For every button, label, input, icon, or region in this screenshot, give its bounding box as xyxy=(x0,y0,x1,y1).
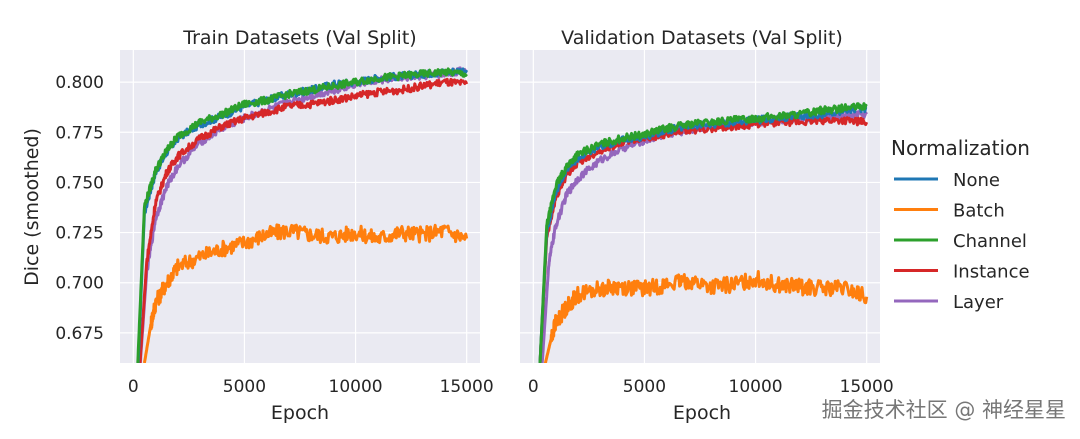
validation-xlabel: Epoch xyxy=(673,402,731,424)
x-tick-label: 5000 xyxy=(623,377,666,397)
x-tick-label: 15000 xyxy=(440,377,494,397)
validation-series xyxy=(538,102,869,363)
x-tick-label: 0 xyxy=(528,377,539,397)
train-ylabel: Dice (smoothed) xyxy=(21,128,43,286)
x-tick-label: 5000 xyxy=(223,377,266,397)
train-yticks: 0.675 0.700 0.725 0.750 0.775 0.800 xyxy=(55,73,104,344)
legend-title: Normalization xyxy=(891,136,1030,160)
legend-label-channel: Channel xyxy=(953,231,1027,252)
y-tick-label: 0.800 xyxy=(55,73,104,93)
legend-label-layer: Layer xyxy=(953,292,1004,313)
legend-label-batch: Batch xyxy=(953,201,1005,222)
series-line-batch xyxy=(543,270,869,363)
x-tick-label: 0 xyxy=(128,377,139,397)
validation-plot-area xyxy=(520,50,880,363)
series-line-instance xyxy=(138,77,469,363)
y-tick-label: 0.775 xyxy=(55,123,104,143)
y-tick-label: 0.675 xyxy=(55,324,104,344)
x-tick-label: 15000 xyxy=(840,377,894,397)
train-xlabel: Epoch xyxy=(271,402,329,424)
train-series xyxy=(136,66,469,363)
train-plot-area xyxy=(120,50,480,363)
train-xticks: 0 5000 10000 15000 xyxy=(128,377,494,397)
validation-title: Validation Datasets (Val Split) xyxy=(561,27,843,49)
y-tick-label: 0.750 xyxy=(55,173,104,193)
series-line-channel xyxy=(136,67,468,363)
validation-xticks: 0 5000 10000 15000 xyxy=(528,377,894,397)
series-line-channel xyxy=(538,102,868,363)
series-line-batch xyxy=(142,223,469,363)
x-tick-label: 10000 xyxy=(729,377,783,397)
train-title: Train Datasets (Val Split) xyxy=(182,27,416,49)
train-panel: 0 5000 10000 15000 0.675 0.700 0.725 0.750 0.77… xyxy=(21,27,494,424)
validation-panel: 0 5000 10000 15000 Validation Datasets (Val… xyxy=(520,27,894,424)
x-tick-label: 10000 xyxy=(329,377,383,397)
legend-label-none: None xyxy=(953,170,1000,191)
y-tick-label: 0.725 xyxy=(55,224,104,244)
watermark: 掘金技术社区 @ 神经星星 xyxy=(822,398,1066,422)
series-line-instance xyxy=(538,115,869,363)
legend: Normalization None Batch Channel Instance La… xyxy=(891,136,1030,313)
legend-label-instance: Instance xyxy=(953,262,1030,283)
validation-grid xyxy=(520,50,880,363)
y-tick-label: 0.700 xyxy=(55,274,104,294)
